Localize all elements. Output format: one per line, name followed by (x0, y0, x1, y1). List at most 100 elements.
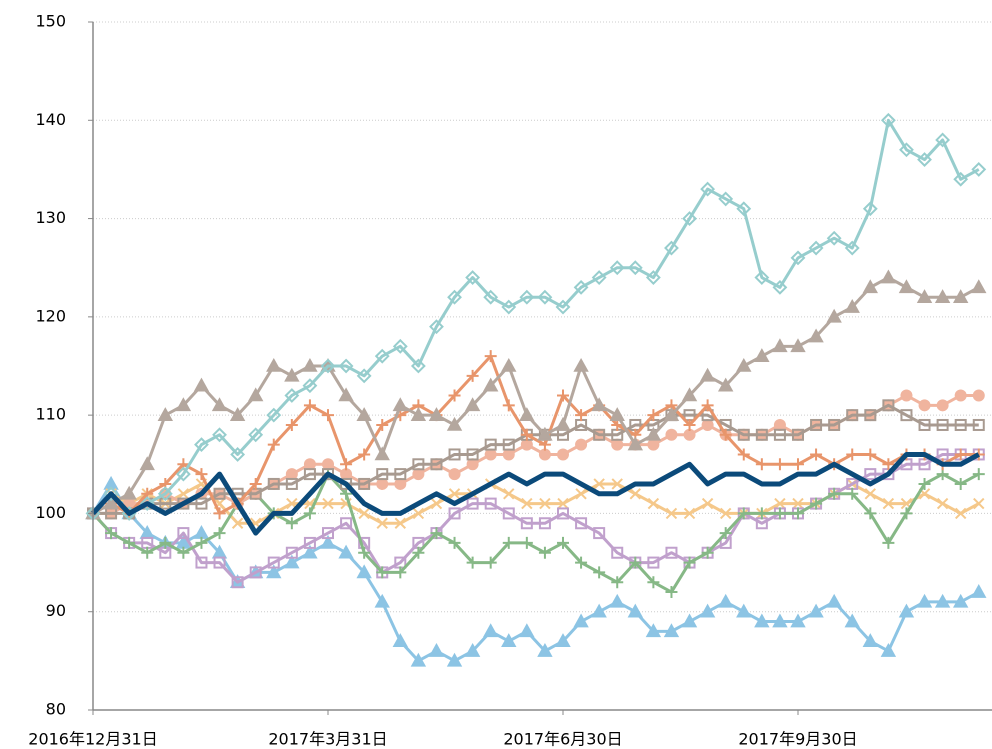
marker (864, 448, 877, 461)
marker (429, 319, 444, 335)
marker (846, 487, 859, 500)
marker (629, 488, 642, 500)
marker (701, 418, 714, 431)
y-tick-label: 90 (46, 601, 66, 620)
marker (412, 507, 425, 520)
marker (502, 507, 515, 520)
marker (193, 377, 210, 392)
marker (157, 407, 174, 421)
marker (376, 566, 389, 579)
marker (356, 564, 372, 579)
marker (195, 536, 208, 549)
y-tick-label: 140 (35, 110, 66, 129)
marker (792, 458, 804, 471)
marker (772, 613, 788, 628)
marker (826, 230, 842, 246)
y-tick-label: 100 (35, 503, 66, 522)
marker (717, 377, 734, 392)
marker (501, 299, 517, 315)
marker (537, 289, 553, 305)
marker (700, 181, 716, 197)
marker (737, 428, 750, 441)
marker (828, 418, 841, 431)
marker (340, 458, 353, 471)
marker (410, 652, 427, 667)
marker (392, 338, 408, 354)
marker (862, 633, 879, 647)
series-line (93, 403, 979, 515)
series (87, 399, 985, 520)
marker (285, 477, 298, 490)
marker (557, 536, 569, 549)
marker (647, 576, 660, 589)
marker (394, 477, 407, 490)
marker (755, 507, 768, 520)
marker (501, 633, 517, 647)
marker (611, 576, 624, 589)
marker (681, 613, 698, 628)
marker (520, 517, 533, 530)
marker (792, 497, 804, 510)
marker (229, 407, 246, 421)
marker (952, 289, 969, 303)
marker (593, 478, 605, 490)
marker (302, 378, 318, 394)
marker (267, 438, 280, 451)
marker (430, 497, 443, 510)
grid (93, 21, 992, 711)
marker (340, 517, 353, 530)
marker (916, 593, 933, 608)
x-tick-label: 2017年6月30日 (503, 730, 622, 749)
marker (266, 407, 282, 423)
marker (484, 350, 497, 363)
marker (971, 162, 987, 177)
marker (105, 527, 118, 540)
series-line (91, 472, 980, 594)
marker (665, 546, 678, 559)
marker (266, 564, 282, 579)
marker (231, 517, 244, 529)
marker (611, 418, 624, 431)
marker (826, 308, 842, 323)
marker (194, 437, 209, 453)
marker (916, 289, 933, 303)
marker (573, 613, 589, 628)
marker (880, 642, 897, 657)
marker (374, 446, 390, 461)
marker (701, 546, 714, 559)
marker (502, 399, 515, 412)
marker (627, 436, 644, 451)
marker (465, 270, 481, 285)
marker (609, 407, 625, 421)
marker (267, 556, 280, 569)
marker (846, 448, 859, 461)
marker (466, 448, 479, 461)
marker (808, 603, 824, 618)
marker (808, 328, 824, 343)
marker (392, 397, 409, 412)
marker (864, 409, 877, 422)
marker (971, 583, 987, 598)
marker (699, 603, 716, 618)
marker (862, 279, 879, 294)
marker (267, 477, 280, 490)
marker (665, 507, 678, 520)
marker (358, 477, 371, 490)
marker (466, 369, 479, 382)
marker (701, 399, 714, 412)
marker (772, 279, 788, 295)
marker (593, 527, 606, 540)
marker (338, 387, 354, 402)
series-line (91, 482, 980, 525)
marker (448, 536, 461, 549)
marker (266, 357, 282, 372)
axis-labels: 80 90 100 110 120 130 140 150 2016年12月31日 2017年3月… (28, 12, 857, 749)
marker (322, 458, 334, 471)
marker (900, 507, 913, 520)
marker (645, 270, 661, 285)
marker (356, 368, 372, 384)
marker (773, 428, 786, 441)
marker (446, 416, 463, 431)
marker (683, 507, 696, 520)
marker (302, 357, 318, 372)
